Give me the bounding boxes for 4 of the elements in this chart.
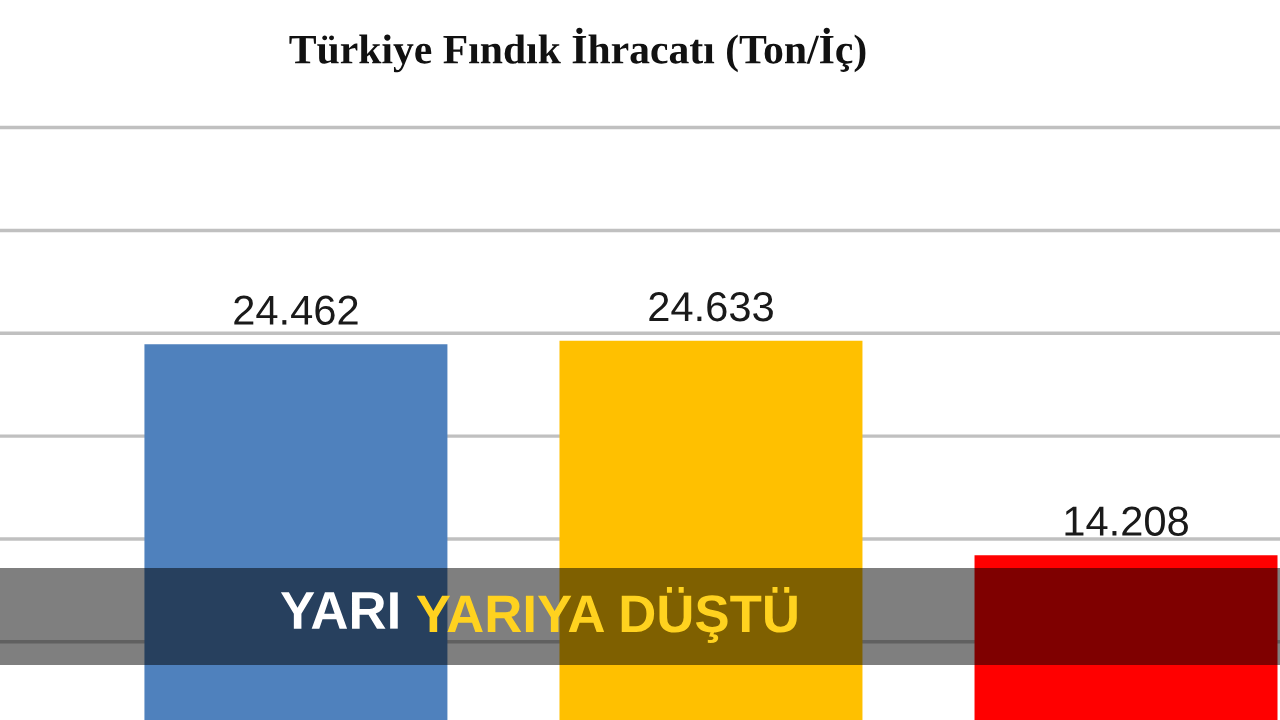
data-label: 24.462 [234,295,358,325]
text: Türkiye Fındık İhracatı (Ton/İç) [289,27,866,73]
data-label: 14.208 [1065,506,1188,536]
data-label: 24.633 [649,291,773,322]
